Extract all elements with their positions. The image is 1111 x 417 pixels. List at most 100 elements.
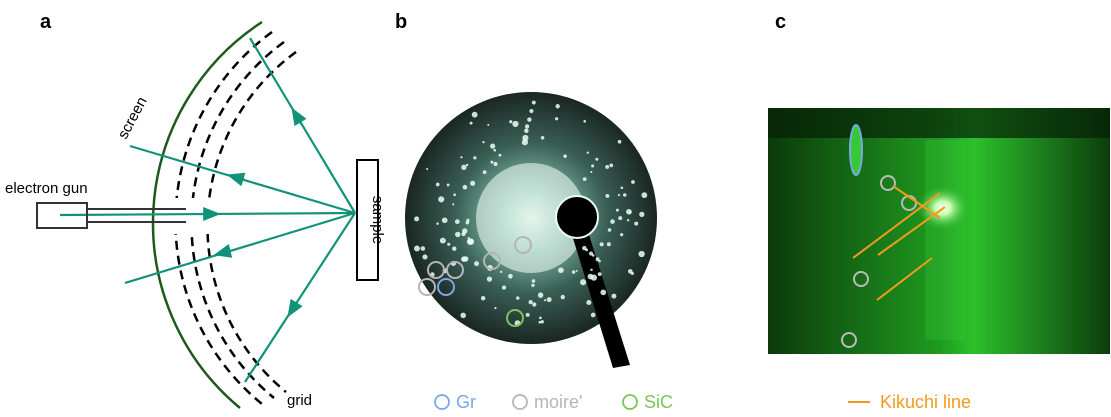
leed-spot [531, 284, 534, 287]
leed-spot [598, 272, 602, 276]
leed-spot [498, 154, 501, 157]
leed-spot [620, 233, 623, 236]
leed-spot [436, 222, 439, 225]
leed-spot [631, 272, 634, 275]
leed-spot [586, 300, 591, 305]
leed-spot [627, 219, 629, 221]
leed-spot [508, 274, 513, 279]
leed-spot [422, 254, 427, 259]
leed-spot [610, 219, 615, 224]
leed-spot [616, 209, 619, 212]
leed-spot [490, 144, 495, 149]
panel-label: c [775, 11, 786, 33]
leed-spot [490, 161, 493, 164]
leed-spot [494, 307, 496, 309]
leed-spot [634, 222, 638, 226]
leed-spot [474, 261, 479, 266]
legend-marker [435, 395, 449, 409]
panel-label: b [395, 11, 407, 33]
leed-spot [452, 203, 454, 205]
leed-spot [414, 246, 420, 252]
leed-spot [473, 156, 476, 159]
leed-spot [527, 117, 531, 121]
leed-spot [532, 279, 536, 283]
leed-spot [481, 296, 485, 300]
leed-spot [629, 211, 632, 214]
leed-spot [639, 251, 645, 257]
leed-spot [461, 256, 467, 262]
leed-spot [440, 238, 446, 244]
leed-spot [493, 149, 496, 152]
leed-spot [461, 232, 465, 236]
leed-spot [472, 112, 478, 118]
leed-spot [587, 152, 589, 154]
leed-spot [460, 156, 462, 158]
leed-spot [461, 165, 466, 170]
leed-spot [470, 122, 473, 125]
leed-spot [525, 124, 529, 128]
leed-spot [585, 248, 588, 251]
schematic: electron gun screen sample grid [5, 22, 386, 409]
leed-spot [541, 136, 545, 140]
leed-spot [502, 285, 506, 289]
leed-spot [463, 185, 468, 190]
leed-spot [470, 181, 475, 186]
leed-spot [482, 141, 484, 143]
leed-spot [618, 194, 620, 196]
leed-spot [639, 212, 644, 217]
leed-spot [466, 164, 468, 166]
legend-label: Kikuchi line [880, 392, 971, 412]
leed-spot [591, 313, 596, 318]
leed-spot [414, 216, 419, 221]
leed-spot [516, 296, 519, 299]
legend-label: SiC [644, 392, 673, 412]
leed-spot [466, 221, 470, 225]
leed-spot [453, 193, 456, 196]
leed-spot [538, 292, 543, 297]
rheed-pattern [768, 108, 1110, 354]
figure: a b c electron gun screen sample grid [0, 0, 1111, 412]
leed-spot [563, 154, 567, 158]
leed-spot [526, 313, 530, 317]
leed-spot [558, 267, 564, 273]
leed-spot [572, 270, 575, 273]
leed-spot [455, 219, 460, 224]
leed-spot [600, 289, 606, 295]
leed-spot [493, 162, 497, 166]
leed-spot [607, 242, 611, 246]
leed-spot [608, 228, 612, 232]
leed-spot [468, 239, 474, 245]
leed-spot [618, 140, 622, 144]
leed-spot [426, 168, 428, 170]
leed-spot [522, 135, 528, 141]
leed-spot [452, 246, 456, 250]
leed-spot [623, 193, 626, 196]
leed-spot [438, 196, 444, 202]
leed-spot [532, 302, 536, 306]
leed-spot [447, 243, 450, 246]
leed-spot [583, 177, 587, 181]
legend: Kikuchi line [848, 392, 971, 412]
leed-spot [442, 217, 448, 223]
leed-spot [583, 120, 586, 123]
leed-spot [592, 254, 595, 257]
leed-spot [524, 129, 528, 133]
leed-spot [561, 295, 565, 299]
leed-spot [447, 184, 450, 187]
leed-spot [512, 121, 518, 127]
leed-pattern [405, 92, 657, 368]
legend-marker [623, 395, 637, 409]
legend-label: moire' [534, 392, 582, 412]
leed-spot [532, 101, 536, 105]
leed-spot [555, 104, 559, 108]
annotation: screen [115, 94, 151, 142]
leed-spot [600, 242, 604, 246]
leed-spot [611, 294, 616, 299]
leed-spot [641, 192, 647, 198]
leed-spot [421, 246, 426, 251]
leed-spot [547, 297, 552, 302]
leed-spot [436, 183, 440, 187]
leed-spot [483, 170, 487, 174]
leed-spot [541, 320, 544, 323]
